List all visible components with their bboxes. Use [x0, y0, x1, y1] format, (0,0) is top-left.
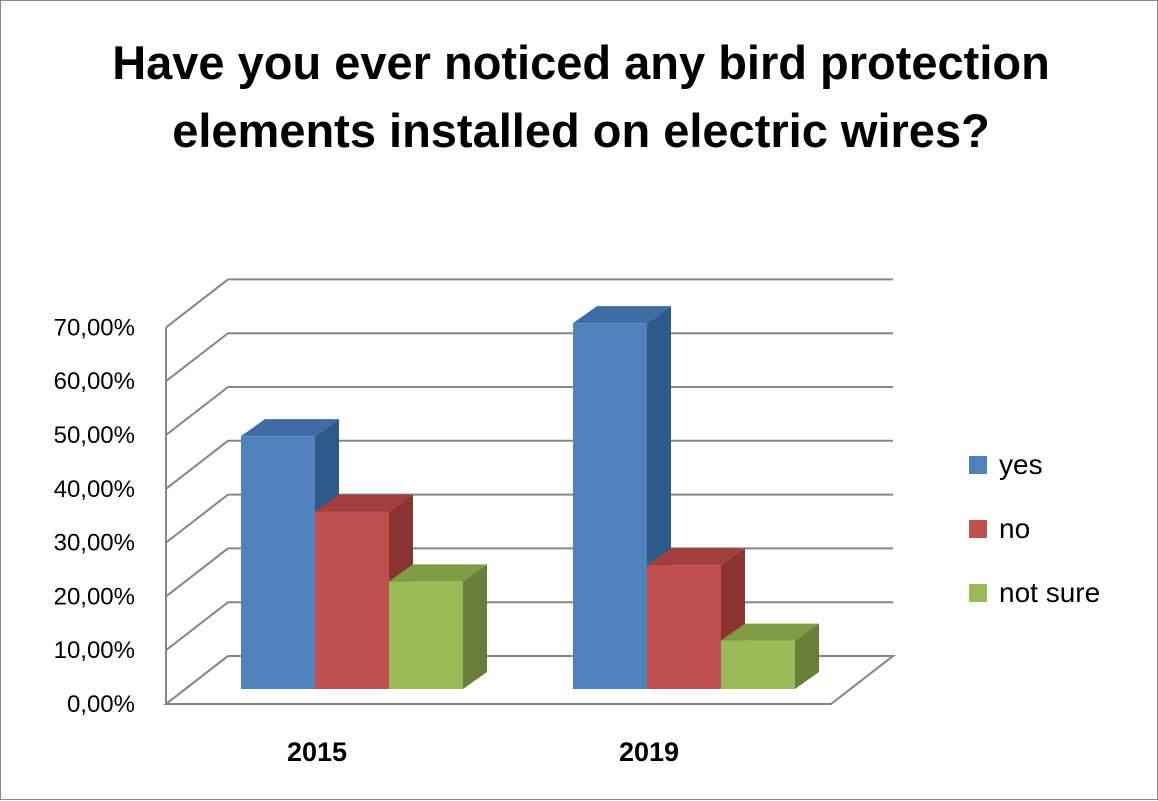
- gridline: [165, 332, 893, 382]
- legend-label-yes: yes: [999, 449, 1043, 480]
- y-tick-label: 30,00%: [54, 530, 135, 557]
- legend-swatch-no: [969, 520, 987, 538]
- bar-not-sure-2019: [721, 623, 819, 689]
- bar-not-sure-2015: [389, 564, 487, 689]
- bar-top: [721, 623, 819, 641]
- y-tick-label: 10,00%: [54, 637, 135, 664]
- bar-front: [241, 436, 315, 689]
- y-tick-label: 20,00%: [54, 583, 135, 610]
- legend-item-not-sure: not sure: [969, 561, 1100, 625]
- bar-front: [721, 640, 795, 689]
- bar-side: [463, 564, 487, 689]
- gridline: [165, 278, 893, 329]
- bar-front: [647, 565, 721, 689]
- bar-front: [315, 511, 389, 689]
- y-tick-label: 60,00%: [54, 368, 135, 395]
- y-tick-label: 50,00%: [54, 422, 135, 449]
- legend-item-no: no: [969, 497, 1100, 561]
- legend-item-yes: yes: [969, 433, 1100, 497]
- bar-top: [389, 564, 487, 582]
- bar-front: [389, 581, 463, 689]
- side-wall: [166, 279, 228, 704]
- x-tick-label: 2015: [287, 737, 347, 767]
- y-tick-label: 40,00%: [54, 476, 135, 503]
- bar-front: [573, 323, 647, 689]
- chart-legend: yes no not sure: [969, 433, 1100, 625]
- bar-yes-2015: [241, 419, 339, 689]
- gridline: [165, 439, 893, 490]
- legend-swatch-yes: [969, 456, 987, 474]
- x-tick-label: 2019: [619, 737, 679, 767]
- y-tick-label: 0,00%: [67, 691, 135, 718]
- legend-swatch-not-sure: [969, 584, 987, 602]
- bar-top: [573, 306, 671, 324]
- bar-top: [241, 419, 339, 437]
- bar-top: [647, 548, 745, 566]
- legend-label-no: no: [999, 513, 1031, 544]
- gridline: [165, 386, 893, 436]
- bar-top: [315, 494, 413, 512]
- y-tick-label: 70,00%: [54, 314, 135, 341]
- legend-label-not-sure: not sure: [999, 577, 1101, 608]
- bar-side: [795, 623, 819, 689]
- chart-title: Have you ever noticed any bird protectio…: [112, 36, 1050, 157]
- gridline: [165, 493, 893, 544]
